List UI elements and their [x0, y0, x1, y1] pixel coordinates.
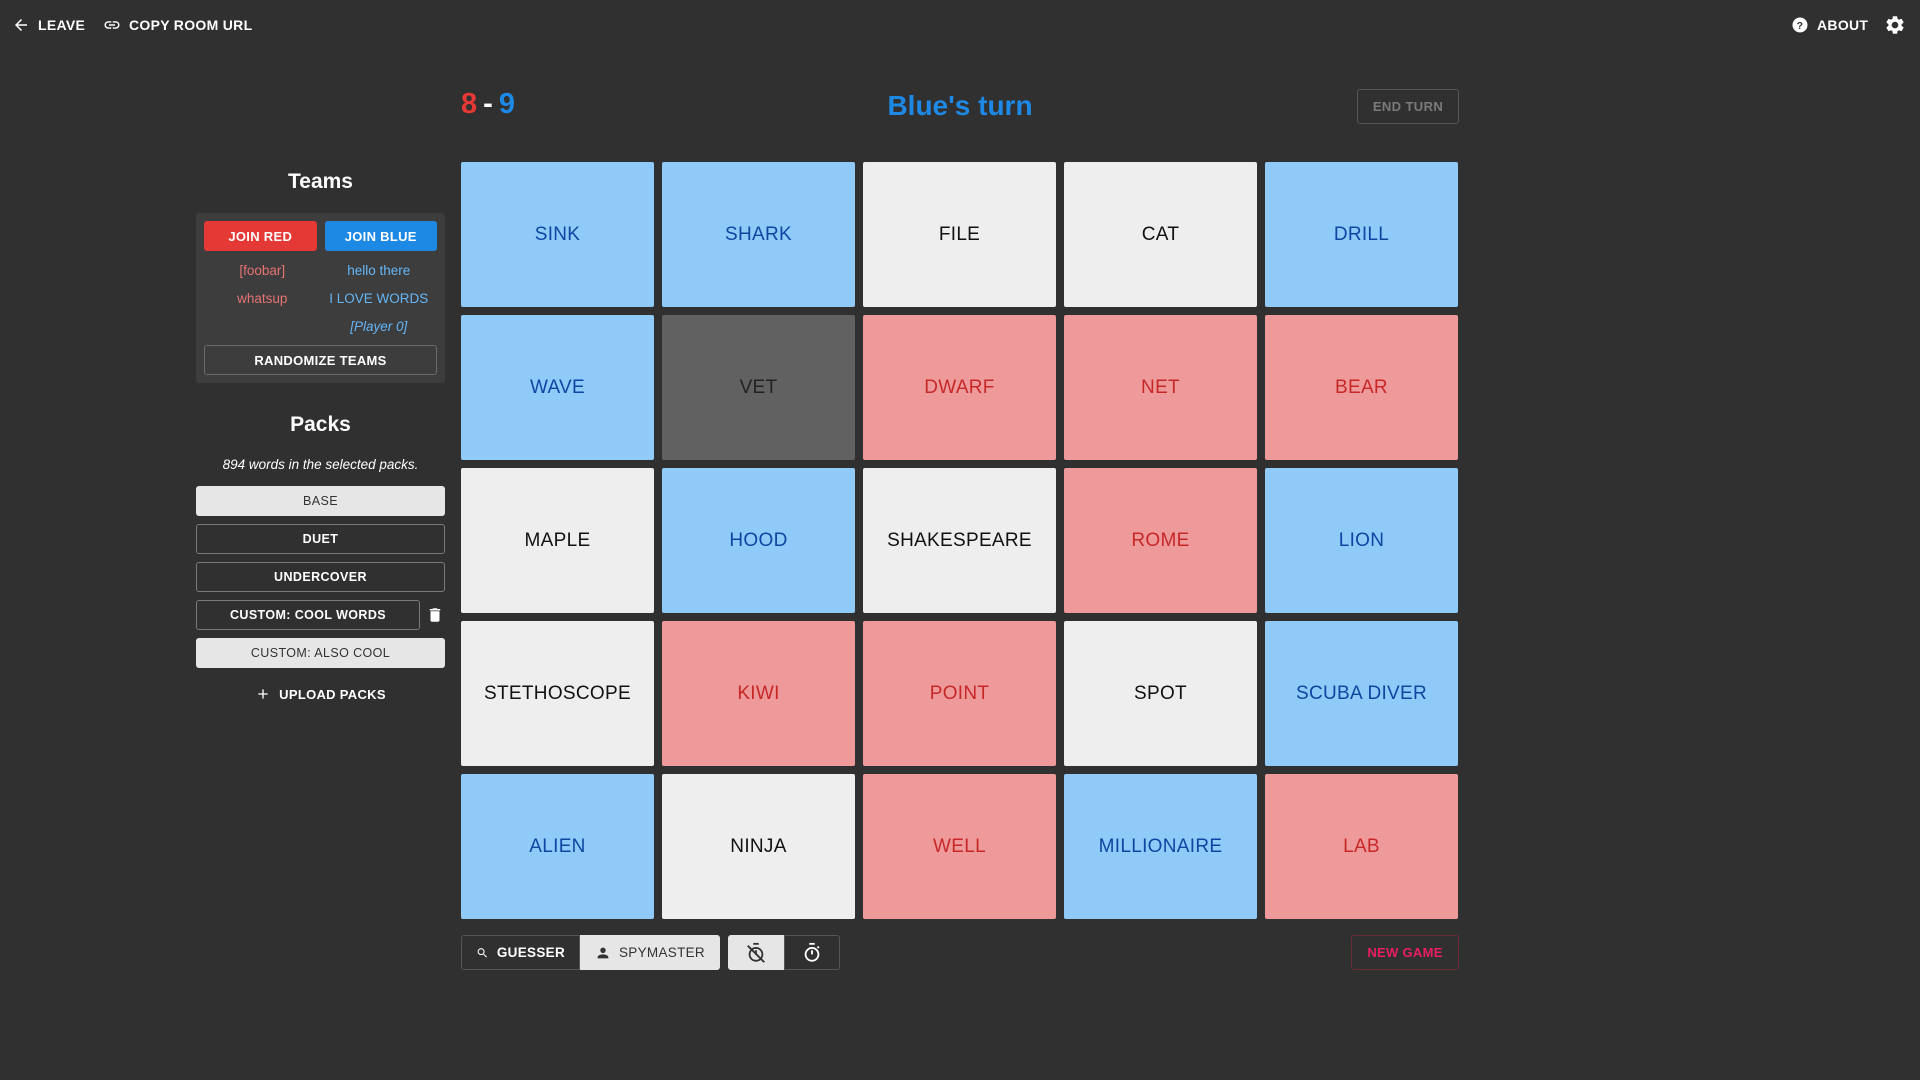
end-turn-button[interactable]: END TURN: [1357, 89, 1459, 124]
player-name: I LOVE WORDS: [329, 291, 429, 306]
person-icon: [597, 947, 609, 958]
word-card[interactable]: ALIEN: [461, 774, 654, 919]
guesser-label: GUESSER: [496, 945, 565, 960]
word-card[interactable]: STETHOSCOPE: [461, 621, 654, 766]
svg-text:?: ?: [1797, 20, 1804, 32]
word-card[interactable]: WAVE: [461, 315, 654, 460]
packs-title: Packs: [290, 413, 351, 436]
turn-indicator: Blue's turn: [887, 90, 1033, 121]
word-card[interactable]: NINJA: [662, 774, 855, 919]
randomize-teams-button[interactable]: RANDOMIZE TEAMS: [204, 345, 437, 375]
timer-off-icon: [747, 942, 765, 963]
pack-base-toggle[interactable]: BASE: [196, 486, 445, 516]
word-card[interactable]: SHAKESPEARE: [863, 468, 1056, 613]
plus-icon: [258, 689, 268, 699]
settings-button[interactable]: [1884, 13, 1906, 37]
link-icon: [104, 21, 120, 29]
search-icon: [477, 947, 487, 958]
current-player-name: [Player 0]: [350, 319, 408, 334]
upload-packs-button[interactable]: UPLOAD PACKS: [196, 686, 445, 702]
word-card[interactable]: HOOD: [662, 468, 855, 613]
word-card[interactable]: LION: [1265, 468, 1458, 613]
score: 8-9: [461, 88, 515, 121]
word-card[interactable]: MILLIONAIRE: [1064, 774, 1257, 919]
help-circle-icon: ?: [1792, 17, 1808, 33]
red-score: 8: [461, 88, 478, 120]
top-bar: LEAVE COPY ROOM URL ? ABOUT: [0, 0, 1920, 50]
trash-icon[interactable]: [426, 605, 444, 625]
gear-icon: [1886, 16, 1904, 34]
spymaster-label: SPYMASTER: [619, 945, 705, 960]
word-card[interactable]: ROME: [1064, 468, 1257, 613]
word-card[interactable]: VET: [662, 315, 855, 460]
word-card[interactable]: LAB: [1265, 774, 1458, 919]
teams-panel: JOIN RED JOIN BLUE [foobar] whatsup hell…: [196, 213, 445, 383]
pack-undercover-toggle[interactable]: UNDERCOVER: [196, 562, 445, 592]
timer-toggle: [728, 935, 840, 970]
custom-pack-row: CUSTOM: COOL WORDS: [196, 600, 445, 630]
about-label: ABOUT: [1817, 17, 1869, 33]
guesser-button[interactable]: GUESSER: [461, 935, 580, 970]
copy-room-url-label: COPY ROOM URL: [129, 17, 253, 33]
arrow-left-icon: [15, 19, 27, 31]
leave-button[interactable]: LEAVE: [12, 13, 85, 37]
blue-score: 9: [498, 88, 515, 120]
pack-custom-cool-words-toggle[interactable]: CUSTOM: COOL WORDS: [196, 600, 420, 630]
new-game-button[interactable]: NEW GAME: [1351, 935, 1459, 970]
pack-custom-also-cool-toggle[interactable]: CUSTOM: ALSO COOL: [196, 638, 445, 668]
timer-off-button[interactable]: [728, 935, 784, 970]
word-card[interactable]: FILE: [863, 162, 1056, 307]
role-toggle: GUESSER SPYMASTER: [461, 935, 720, 970]
player-name: whatsup: [237, 291, 288, 306]
word-card[interactable]: SCUBA DIVER: [1265, 621, 1458, 766]
word-card[interactable]: NET: [1064, 315, 1257, 460]
player-name: hello there: [347, 263, 411, 278]
word-card[interactable]: CAT: [1064, 162, 1257, 307]
score-separator: -: [483, 88, 493, 120]
word-card[interactable]: KIWI: [662, 621, 855, 766]
word-card[interactable]: SPOT: [1064, 621, 1257, 766]
red-players-list: [foobar] whatsup: [204, 257, 321, 341]
leave-label: LEAVE: [38, 17, 86, 33]
word-card[interactable]: SINK: [461, 162, 654, 307]
word-card[interactable]: WELL: [863, 774, 1056, 919]
word-card[interactable]: DRILL: [1265, 162, 1458, 307]
word-card[interactable]: MAPLE: [461, 468, 654, 613]
word-card[interactable]: BEAR: [1265, 315, 1458, 460]
timer-icon: [804, 942, 820, 962]
blue-players-list: hello there I LOVE WORDS [Player 0]: [321, 257, 438, 341]
pack-duet-toggle[interactable]: DUET: [196, 524, 445, 554]
about-button[interactable]: ? ABOUT: [1791, 13, 1868, 37]
teams-title: Teams: [288, 170, 353, 193]
word-card[interactable]: SHARK: [662, 162, 855, 307]
word-card[interactable]: POINT: [863, 621, 1056, 766]
join-red-button[interactable]: JOIN RED: [204, 221, 317, 251]
sidebar: Teams JOIN RED JOIN BLUE [foobar] whatsu…: [196, 170, 445, 702]
spymaster-button[interactable]: SPYMASTER: [580, 935, 720, 970]
timer-on-button[interactable]: [784, 935, 840, 970]
word-card[interactable]: DWARF: [863, 315, 1056, 460]
word-count-text: 894 words in the selected packs.: [222, 457, 419, 472]
player-name: [foobar]: [239, 263, 286, 278]
game-board: SINK SHARK FILE CAT DRILL WAVE VET DWARF NET BEAR…: [461, 162, 1458, 919]
upload-packs-label: UPLOAD PACKS: [279, 686, 386, 702]
join-blue-button[interactable]: JOIN BLUE: [324, 221, 437, 251]
copy-room-url-button[interactable]: COPY ROOM URL: [103, 13, 252, 37]
